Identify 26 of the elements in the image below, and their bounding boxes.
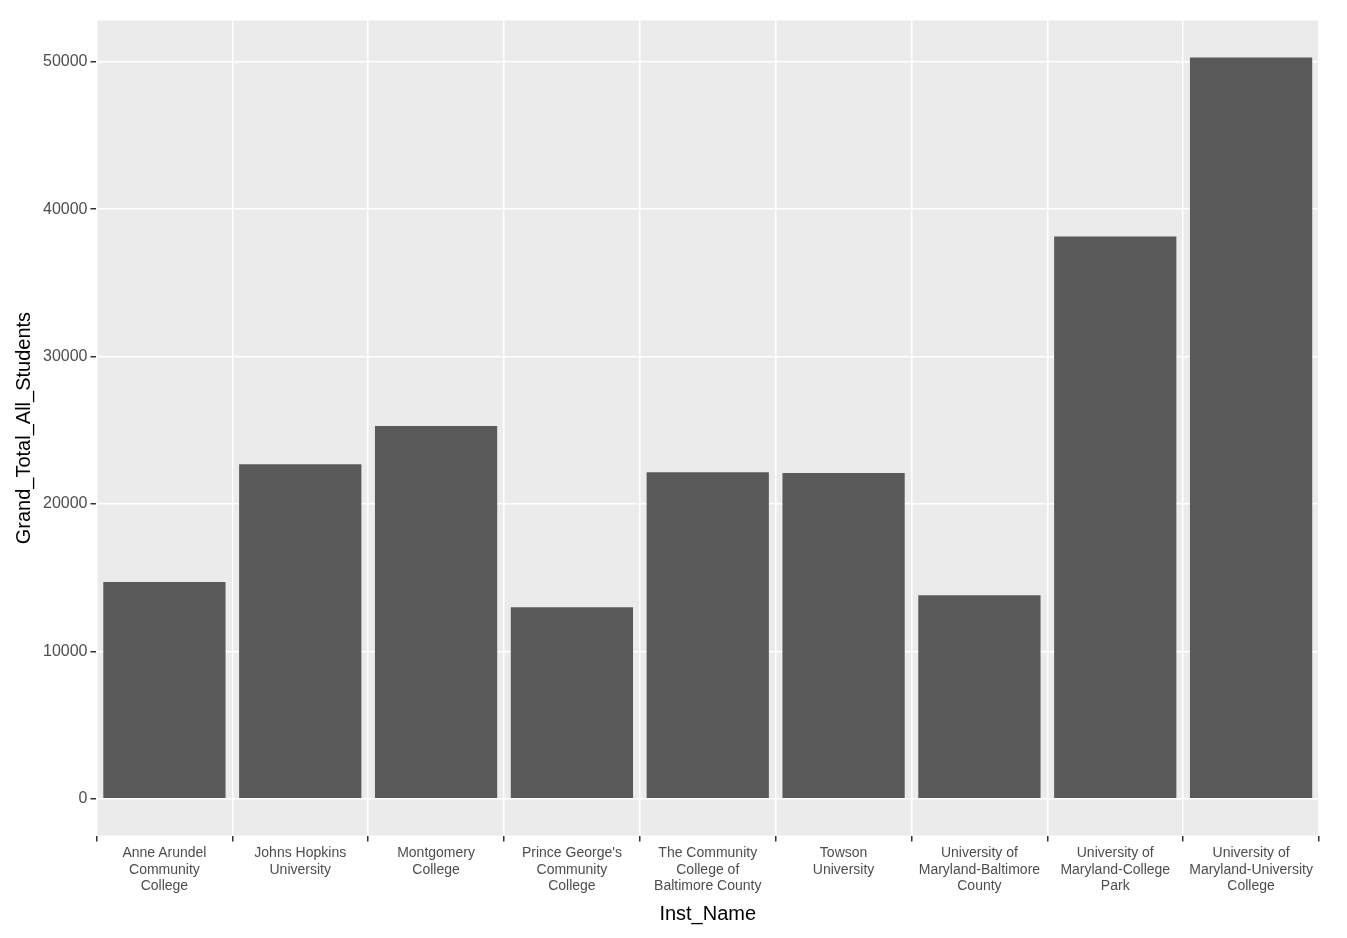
- x-tick-label: Towson University: [812, 843, 875, 877]
- y-tick-label: 40000: [42, 199, 88, 217]
- x-tick-label: University of Maryland-College Park: [1060, 843, 1171, 894]
- x-tick-label: Montgomery College: [397, 843, 475, 877]
- x-tick-label: University of Maryland-University College: [1189, 843, 1313, 894]
- bar: [239, 464, 362, 799]
- bar: [1054, 236, 1177, 799]
- bar: [374, 425, 498, 799]
- x-tick-label: Anne Arundel Community College: [122, 843, 207, 894]
- x-tick-label: Johns Hopkins University: [254, 843, 347, 877]
- y-tick-label: 10000: [42, 641, 88, 659]
- x-tick-label: Prince George's Community College: [521, 843, 622, 894]
- y-axis-title: Grand_Total_All_Students: [11, 311, 35, 545]
- bar: [918, 595, 1041, 799]
- bar: [646, 472, 769, 799]
- x-axis-title: Inst_Name: [659, 901, 757, 925]
- y-tick-label: 0: [78, 789, 88, 807]
- bar: [510, 607, 634, 799]
- bar: [782, 473, 905, 799]
- x-tick-label: University of Maryland-Baltimore County: [918, 843, 1041, 894]
- bar: [103, 582, 226, 799]
- y-tick-label: 20000: [42, 494, 88, 512]
- bar: [1189, 57, 1313, 799]
- x-tick-label: The Community College of Baltimore County: [654, 843, 762, 894]
- y-tick-label: 50000: [42, 52, 88, 70]
- y-tick-label: 30000: [42, 347, 88, 365]
